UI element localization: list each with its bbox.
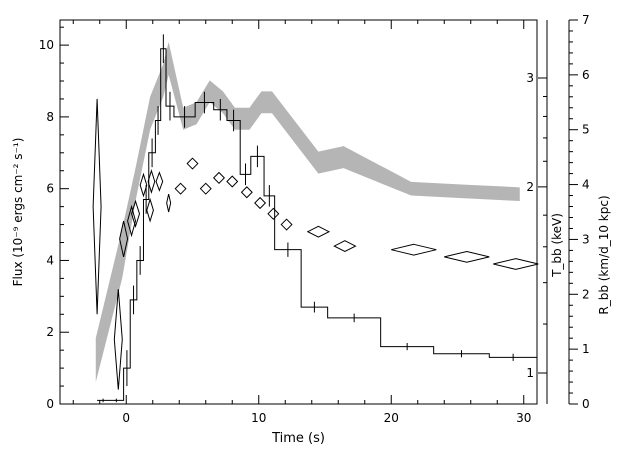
radius-tick-label: 3 (582, 232, 590, 246)
radius-band-layer (95, 41, 520, 383)
temperature-diamond (444, 250, 490, 263)
x-tick-label: 30 (516, 411, 531, 425)
temperature-diamond (280, 218, 293, 231)
temperature-diamond (186, 157, 199, 170)
temperature-diamond (174, 182, 187, 195)
x-tick-label: 10 (251, 411, 266, 425)
radius-band (95, 41, 520, 383)
temperature-diamond (493, 258, 539, 270)
axes-layer (59, 19, 570, 405)
temperature-diamond (306, 225, 331, 238)
radius-tick-label: 0 (582, 397, 590, 411)
x-tick-label: 0 (122, 411, 130, 425)
flux-histogram-layer (97, 34, 537, 403)
temperature-diamond (226, 175, 239, 188)
flux-axis-label: Flux (10⁻⁹ ergs cm⁻² s⁻¹) (11, 138, 25, 287)
temperature-diamond (119, 220, 129, 257)
radius-tick-label: 2 (582, 287, 590, 301)
temperature-diamond (166, 193, 172, 213)
flux-tick-label: 4 (46, 253, 54, 267)
flux-tick-label: 0 (46, 397, 54, 411)
temperature-diamond (146, 197, 154, 223)
flux-tick-label: 6 (46, 182, 54, 196)
temperature-diamond (240, 186, 253, 199)
temperature-diamond (212, 171, 226, 185)
temperature-diamond (131, 199, 141, 229)
temperature-diamond (267, 207, 280, 220)
temperature-diamond (113, 289, 123, 390)
x-axis-label: Time (s) (271, 431, 325, 446)
temperature-diamond-layer (92, 98, 539, 390)
temperature-diamond (92, 98, 102, 315)
temperature-diamond (155, 171, 164, 192)
radius-tick-label: 6 (582, 68, 590, 82)
plot-frame (59, 19, 538, 405)
temperature-diamond (254, 196, 267, 210)
temperature-diamond (199, 182, 212, 195)
temperature-tick-label: 3 (526, 71, 534, 85)
radius-tick-label: 5 (582, 123, 590, 137)
temperature-diamond (127, 204, 137, 238)
temperature-diamond (333, 240, 357, 253)
flux-histogram-line (97, 48, 537, 401)
temperature-tick-label: 1 (526, 366, 534, 380)
labels-layer: Time (s) Flux (10⁻⁹ ergs cm⁻² s⁻¹) T_bb … (11, 138, 611, 446)
radius-axis-label: R_bb (km/d_10 kpc) (597, 195, 611, 314)
radius-tick-label: 4 (582, 178, 590, 192)
temperature-axis-label: T_bb (keV) (550, 213, 564, 278)
x-tick-label: 20 (384, 411, 399, 425)
flux-tick-label: 2 (46, 325, 54, 339)
flux-tick-label: 8 (46, 110, 54, 124)
temperature-tick-label: 2 (526, 180, 534, 194)
temperature-diamond (391, 243, 437, 256)
radius-tick-label: 7 (582, 13, 590, 27)
flux-tick-label: 10 (39, 38, 54, 52)
radius-tick-label: 1 (582, 342, 590, 356)
temperature-diamond (139, 172, 148, 198)
